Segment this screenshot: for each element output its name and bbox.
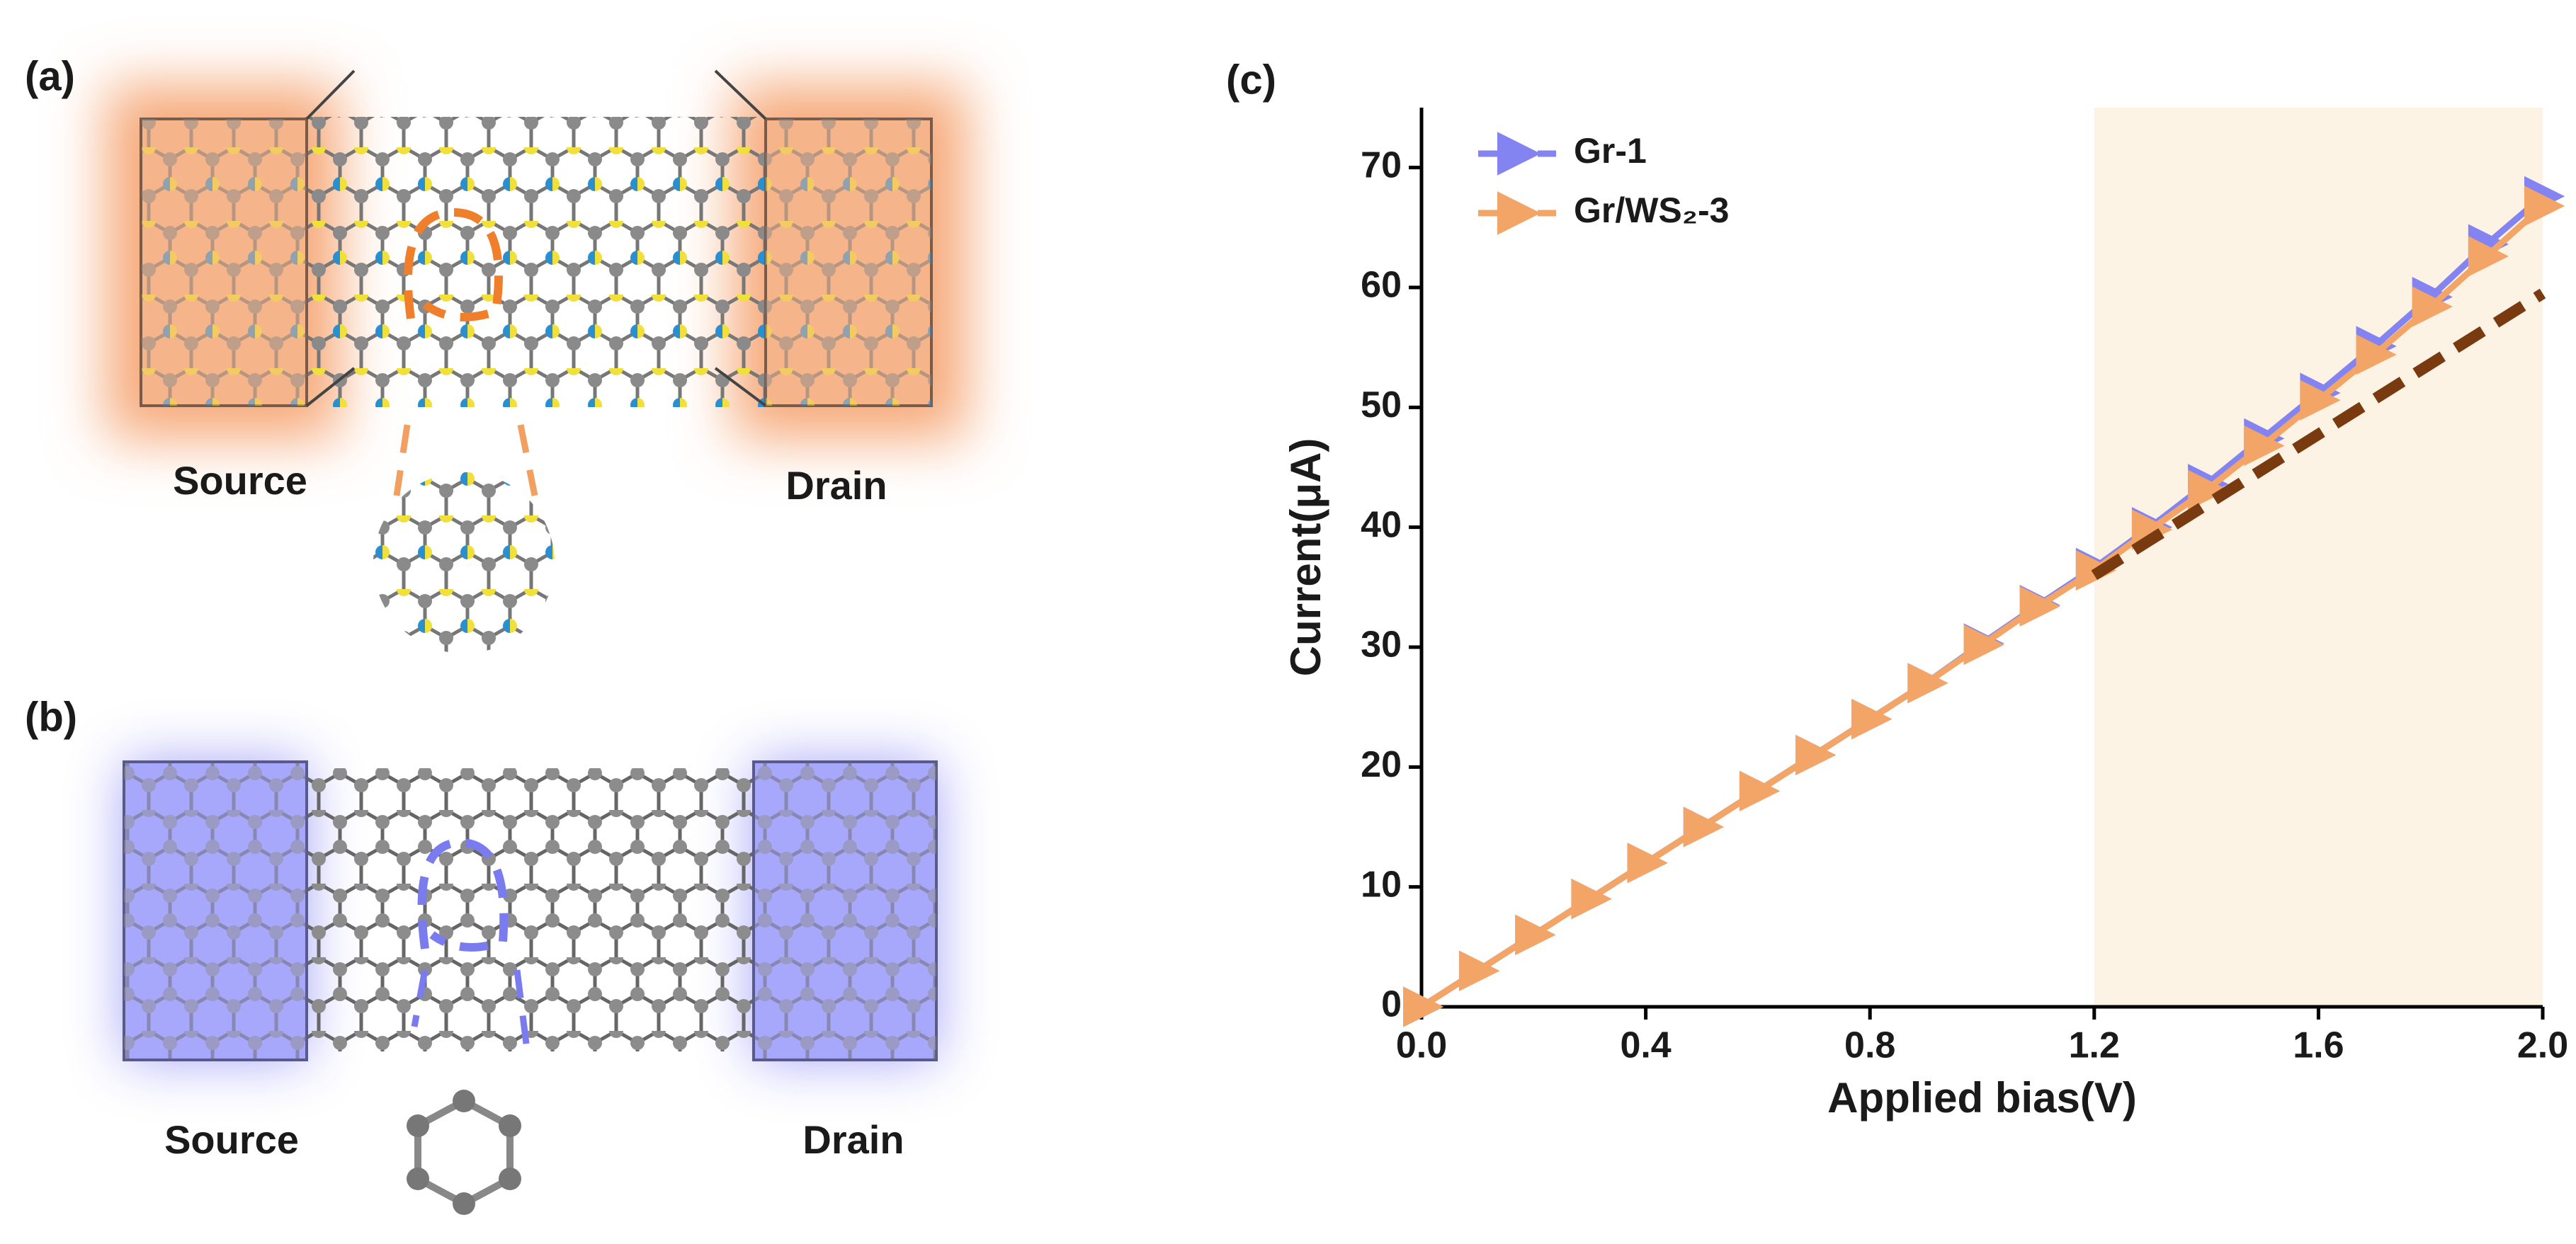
- drain-label: Drain: [785, 463, 887, 508]
- zoom-line: [393, 424, 538, 496]
- zoom-marker: [417, 838, 509, 952]
- marker: [1851, 699, 1893, 740]
- marker: [1515, 914, 1556, 955]
- y-tick-label: 10: [1361, 864, 1402, 905]
- marker: [2188, 469, 2229, 510]
- marker: [1795, 734, 1837, 775]
- legend-label: Gr-1: [1574, 131, 1647, 171]
- source-lattice: [124, 762, 307, 1060]
- x-tick-label: 1.6: [2293, 1025, 2344, 1066]
- panel-label: (a): [25, 53, 75, 99]
- y-tick-label: 60: [1361, 265, 1402, 306]
- marker: [2468, 236, 2509, 277]
- y-tick-label: 20: [1361, 744, 1402, 785]
- x-tick-label: 1.2: [2069, 1025, 2120, 1066]
- panel-b: (b) Source Drain: [25, 694, 938, 1215]
- panel-label: (b): [25, 694, 77, 740]
- drain-lattice: [766, 119, 931, 406]
- x-tick-label: 0.4: [1620, 1025, 1671, 1066]
- drain-label: Drain: [802, 1117, 904, 1162]
- marker: [1907, 663, 1948, 704]
- source-label: Source: [173, 458, 307, 503]
- y-tick-label: 30: [1361, 624, 1402, 666]
- marker: [1403, 986, 1444, 1027]
- legend-marker: [1497, 132, 1541, 176]
- benzene: [407, 1090, 521, 1215]
- legend-label: Gr/WS₂-3: [1574, 190, 1729, 230]
- zoom-circle: [373, 472, 555, 654]
- marker: [1571, 879, 1612, 920]
- marker: [2300, 380, 2341, 421]
- marker: [1683, 806, 1724, 848]
- y-axis-label: Current(μA): [1282, 438, 1329, 677]
- zoom-marker: [404, 207, 503, 321]
- panel-label: (c): [1226, 57, 1276, 103]
- x-axis-label: Applied bias(V): [1827, 1074, 2137, 1122]
- source-label: Source: [164, 1117, 299, 1162]
- zoom-line: [411, 969, 531, 1056]
- lattice: [305, 768, 758, 1051]
- y-tick-label: 50: [1361, 384, 1402, 426]
- marker: [2244, 425, 2285, 467]
- drain-lattice: [754, 762, 936, 1060]
- trend-line: [2091, 288, 2546, 581]
- x-tick-label: 2.0: [2517, 1025, 2568, 1066]
- marker: [2019, 586, 2060, 627]
- y-tick-label: 0: [1381, 984, 1402, 1025]
- marker: [1627, 843, 1668, 884]
- legend-marker: [1497, 191, 1541, 235]
- chart: 0 10 20 30 40 50 60 70 0.0 0.4 0.8 1.2 1.6 2.0 Applied…: [1226, 57, 2568, 1122]
- source-lattice: [141, 119, 307, 406]
- cell-edge: [305, 69, 767, 407]
- marker: [2412, 286, 2453, 327]
- highlight-region: [2094, 108, 2543, 1007]
- marker: [1739, 770, 1781, 811]
- marker: [1963, 624, 2004, 666]
- marker: [2356, 334, 2397, 375]
- y-tick-label: 40: [1361, 504, 1402, 545]
- x-tick-label: 0.8: [1844, 1025, 1895, 1066]
- marker: [2524, 186, 2565, 227]
- marker: [1459, 950, 1500, 991]
- x-tick-label: 0.0: [1396, 1025, 1447, 1066]
- lattice: [305, 117, 765, 407]
- y-tick-label: 70: [1361, 144, 1402, 186]
- panel-a: (a) Source Drain: [25, 53, 967, 654]
